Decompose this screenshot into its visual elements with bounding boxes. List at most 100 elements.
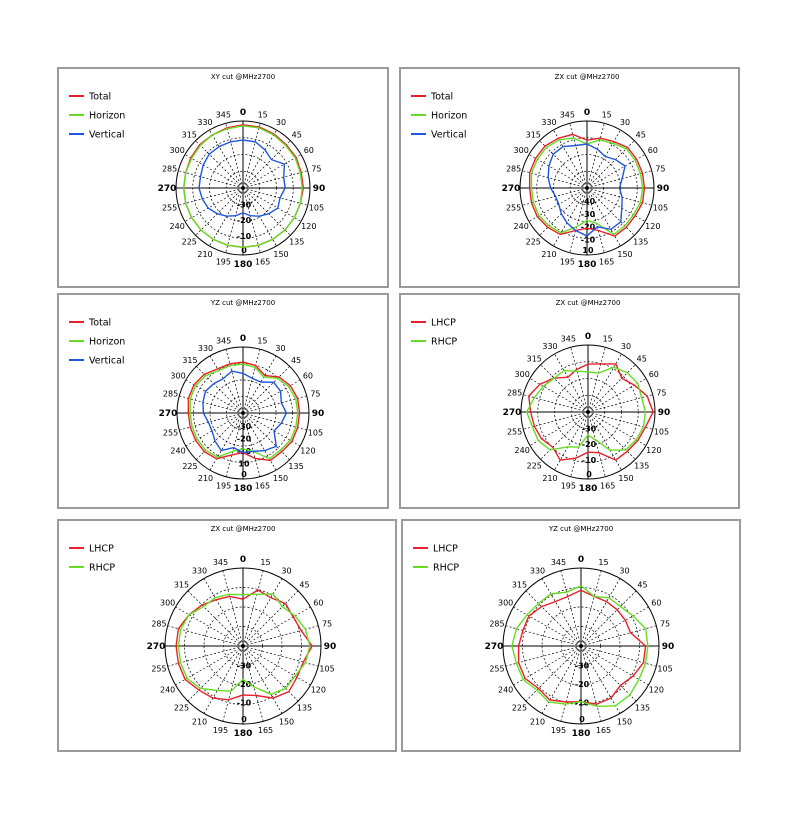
angle-label: 30 bbox=[620, 118, 630, 127]
angle-label: 180 bbox=[579, 484, 598, 494]
grid-spoke bbox=[587, 347, 606, 413]
angle-label: 165 bbox=[599, 257, 614, 266]
grid-spoke bbox=[209, 187, 244, 247]
series-line-rhcp bbox=[177, 593, 311, 695]
series-line-rhcp bbox=[511, 585, 649, 708]
angle-label: 255 bbox=[163, 428, 178, 437]
polar-panel-3: YZ cut @MHz2700 0 15 30 45 60 75 90 105 120 135 150… bbox=[57, 293, 389, 509]
grid-spoke bbox=[225, 123, 244, 189]
grid-spoke bbox=[587, 353, 622, 413]
radial-label: -20 bbox=[237, 216, 252, 225]
angle-label: 225 bbox=[174, 704, 189, 713]
legend-label: Total bbox=[430, 92, 453, 103]
angle-label: 60 bbox=[304, 146, 314, 155]
angle-label: 345 bbox=[216, 337, 231, 346]
angle-label: 105 bbox=[657, 665, 672, 674]
angle-label: 15 bbox=[603, 335, 613, 344]
chart-title: ZX cut @MHz2700 bbox=[211, 525, 276, 533]
grid-spoke bbox=[242, 170, 308, 189]
grid-spoke bbox=[225, 187, 244, 253]
angle-label: 0 bbox=[585, 332, 591, 342]
grid-spoke bbox=[242, 187, 277, 247]
grid-spoke bbox=[587, 411, 653, 430]
grid-spoke bbox=[554, 353, 589, 413]
grid-spoke bbox=[187, 590, 244, 647]
grid-spoke bbox=[580, 645, 621, 714]
angle-label: 75 bbox=[311, 164, 321, 173]
angle-label: 150 bbox=[273, 250, 288, 259]
angle-label: 105 bbox=[653, 204, 668, 213]
grid-spoke bbox=[586, 187, 652, 206]
angle-label: 315 bbox=[527, 354, 542, 363]
angle-label: 195 bbox=[216, 481, 231, 490]
grid-spoke bbox=[586, 129, 621, 189]
grid-spoke bbox=[242, 187, 261, 253]
angle-label: 315 bbox=[512, 580, 527, 589]
angle-label: 285 bbox=[489, 619, 504, 628]
angle-label: 90 bbox=[658, 408, 671, 418]
angle-label: 255 bbox=[507, 428, 522, 437]
angle-label: 165 bbox=[600, 481, 615, 490]
angle-label: 90 bbox=[313, 184, 326, 194]
grid-spoke bbox=[203, 645, 244, 714]
angle-label: 60 bbox=[313, 599, 323, 608]
angle-label: 345 bbox=[213, 558, 228, 567]
grid-spoke bbox=[242, 379, 301, 414]
grid-spoke bbox=[523, 394, 589, 413]
angle-label: 75 bbox=[322, 619, 332, 628]
angle-label: 120 bbox=[645, 222, 660, 231]
grid-spoke bbox=[529, 411, 589, 446]
grid-spoke bbox=[209, 129, 244, 189]
series-line-vertical bbox=[198, 139, 286, 217]
angle-label: 60 bbox=[648, 146, 658, 155]
angle-label: 135 bbox=[289, 238, 304, 247]
chart-title: YZ cut @MHz2700 bbox=[210, 299, 275, 307]
radial-label: -10 bbox=[582, 456, 597, 465]
grid-spoke bbox=[580, 606, 649, 647]
radial-label: -30 bbox=[237, 422, 252, 431]
angle-label: 30 bbox=[276, 118, 286, 127]
angle-label: 240 bbox=[170, 222, 185, 231]
grid-spoke bbox=[528, 154, 588, 189]
angle-label: 165 bbox=[258, 726, 273, 735]
angle-label: 120 bbox=[301, 222, 316, 231]
grid-spoke bbox=[195, 140, 244, 189]
grid-spoke bbox=[179, 395, 244, 414]
angle-label: 285 bbox=[162, 164, 177, 173]
angle-label: 180 bbox=[234, 260, 253, 270]
grid-spoke bbox=[242, 187, 308, 206]
angle-label: 135 bbox=[288, 462, 303, 471]
angle-label: 75 bbox=[310, 390, 320, 399]
grid-spoke bbox=[586, 140, 635, 189]
grid-spoke bbox=[242, 645, 264, 722]
radial-label: 0 bbox=[241, 715, 247, 724]
series-line-vertical bbox=[202, 370, 288, 454]
legend-label: Vertical bbox=[89, 130, 125, 141]
grid-spoke bbox=[539, 187, 588, 236]
angle-label: 195 bbox=[561, 481, 576, 490]
grid-spoke bbox=[525, 590, 582, 647]
angle-label: 180 bbox=[572, 729, 591, 739]
angle-label: 315 bbox=[526, 130, 541, 139]
chart-title: XY cut @MHz2700 bbox=[211, 73, 275, 81]
polar-panel-6: YZ cut @MHz2700 0 15 30 45 60 75 90 105 120 135 150… bbox=[401, 519, 741, 752]
radial-label: -20 bbox=[237, 434, 252, 443]
grid-spoke bbox=[185, 379, 244, 414]
angle-label: 30 bbox=[281, 567, 291, 576]
angle-label: 255 bbox=[489, 665, 504, 674]
angle-label: 285 bbox=[163, 390, 178, 399]
angle-label: 300 bbox=[498, 599, 513, 608]
grid-spoke bbox=[540, 364, 589, 413]
grid-spoke bbox=[242, 395, 307, 414]
angle-label: 180 bbox=[234, 729, 253, 739]
angle-label: 135 bbox=[297, 704, 312, 713]
grid-spoke bbox=[528, 187, 588, 222]
series-line-rhcp bbox=[525, 366, 647, 451]
angle-label: 255 bbox=[506, 204, 521, 213]
angle-label: 75 bbox=[660, 619, 670, 628]
angle-label: 150 bbox=[279, 717, 294, 726]
grid-spoke bbox=[569, 123, 588, 189]
angle-label: 330 bbox=[197, 118, 212, 127]
legend-label: Vertical bbox=[431, 130, 467, 141]
